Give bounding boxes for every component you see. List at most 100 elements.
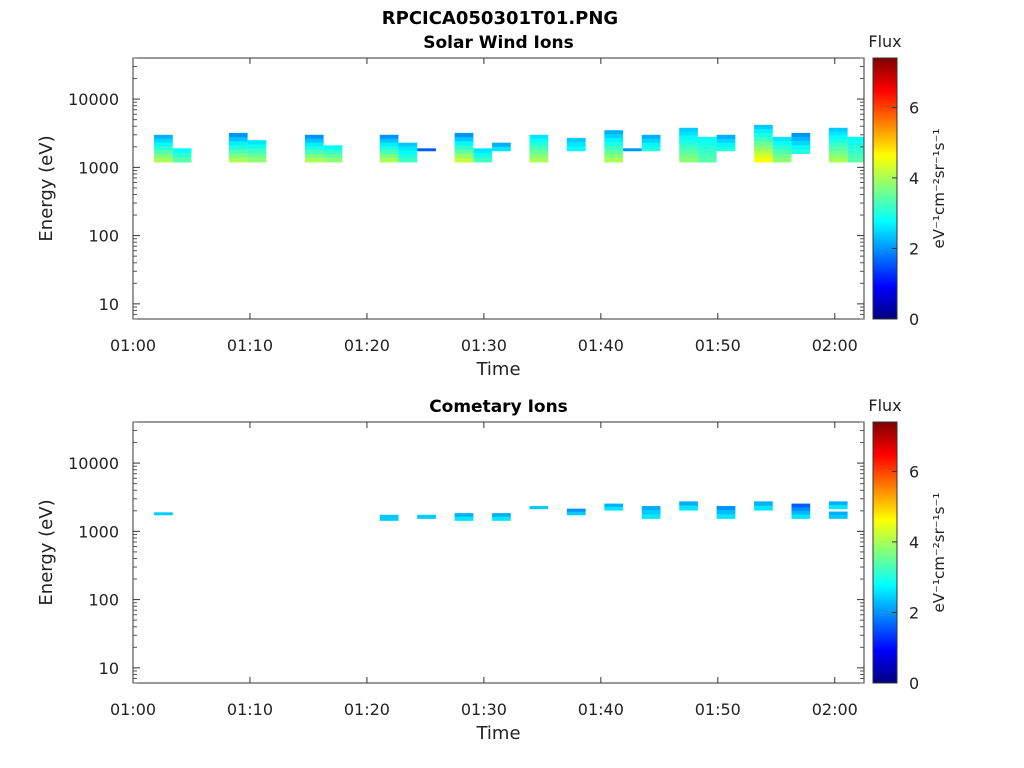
spectrogram-cell [847,153,864,159]
spectrogram-cell [304,154,324,159]
spectrogram-cell [247,157,267,163]
x-tick-label: 01:50 [695,700,741,719]
x-tick-label: 01:40 [578,336,624,355]
spectrogram-cell [679,142,698,148]
spectrogram-cell [604,142,624,147]
spectrogram-cell [697,145,717,150]
spectrogram-cell [379,158,399,163]
x-tick-label: 01:10 [227,700,273,719]
spectrogram-blocks [154,501,848,521]
spectrogram-cell [754,153,773,159]
spectrogram-cell [247,148,267,154]
x-tick-label: 01:20 [344,336,390,355]
spectrogram-cell [641,138,661,144]
spectrogram-cell [604,138,624,143]
spectrogram-cell [379,138,399,144]
spectrogram-cell [398,150,418,155]
spectrogram-cell [228,149,248,155]
spectrogram-block [228,132,248,163]
colorbar-tick-label: 4 [909,169,919,188]
spectrogram-cell [529,150,549,155]
spectrogram-cell [716,138,736,144]
spectrogram-cell [473,148,493,154]
spectrogram-cell [604,503,624,508]
spectrogram-cell [454,137,474,142]
colorbar-title: Flux [868,396,901,415]
spectrogram-cell [604,134,624,139]
spectrogram-cell [566,142,586,147]
spectrogram-cell [828,158,848,163]
x-axis-label: Time [475,359,520,380]
spectrogram-cell [529,154,549,159]
spectrogram-cell [417,514,436,519]
spectrogram-cell [679,131,698,136]
spectrogram-cell [679,154,698,159]
spectrogram-cell [304,138,324,144]
spectrogram-block [566,137,586,152]
spectrogram-cell [154,134,173,140]
spectrogram-cell [172,152,192,158]
spectrogram-cell [228,153,248,159]
spectrogram-cell [247,153,267,159]
spectrogram-cell [604,506,624,511]
panel-solar-wind-ions: Solar Wind Ions 01:00 01:10 01:20 01:30 01:40… [36,32,948,380]
spectrogram-cell [379,154,399,159]
y-tick-label: 10000 [68,454,119,473]
spectrogram-block [716,506,736,519]
spectrogram-block [492,513,511,521]
spectrogram-cell [304,146,324,151]
spectrogram-cell [454,145,474,150]
spectrogram-cell [566,508,586,513]
spectrogram-cell [754,501,773,507]
spectrogram-cell [454,513,474,518]
spectrogram-cell [398,142,418,148]
spectrogram-cell [566,137,586,143]
figure-title: RPCICA050301T01.PNG [382,8,618,29]
spectrogram-cell [454,153,474,159]
spectrogram-cell [791,132,811,138]
spectrogram-block [754,501,773,511]
spectrogram-cell [828,146,848,152]
y-tick-label: 100 [88,591,119,610]
spectrogram-cell [492,516,511,521]
spectrogram-block [679,501,698,511]
spectrogram-cell [679,135,698,140]
spectrogram-cell [791,136,811,142]
x-tick-label: 01:40 [578,700,624,719]
spectrogram-block [323,145,343,163]
spectrogram-cell [679,127,698,133]
spectrogram-block [566,508,586,516]
spectrogram-cell [828,501,848,506]
x-tick-label: 01:00 [110,336,156,355]
spectrogram-cell [791,510,811,516]
spectrogram-cell [566,511,586,516]
colorbar-tick-label: 6 [909,462,919,481]
spectrogram-cell [492,146,511,152]
spectrogram-cell [492,142,511,148]
spectrogram-cell [304,134,324,140]
spectrogram-block [417,514,436,519]
y-tick-label: 10000 [68,90,119,109]
spectrogram-cell [529,142,549,147]
spectrogram-cell [172,148,192,154]
spectrogram-cell [697,141,717,146]
plot-area-frame [132,421,865,684]
spectrogram-cell [623,148,642,152]
spectrogram-cell [379,514,399,521]
colorbar: Flux 0 2 4 6 eV⁻¹cm⁻²sr⁻¹s⁻¹ [868,396,948,693]
spectrogram-block [623,148,642,152]
spectrogram-cell [529,138,549,144]
spectrogram-block [772,136,792,163]
spectrogram-block [754,124,773,163]
panel-title: Cometary Ions [429,397,568,417]
spectrogram-block [697,136,717,163]
spectrogram-cell [304,150,324,155]
spectrogram-cell [679,146,698,152]
spectrogram-cell [228,132,248,138]
spectrogram-cell [641,142,661,148]
spectrogram-cell [847,149,864,155]
spectrogram-cell [454,149,474,155]
spectrogram-block [847,136,864,163]
spectrogram-cell [529,134,549,140]
spectrogram-cell [247,144,267,150]
